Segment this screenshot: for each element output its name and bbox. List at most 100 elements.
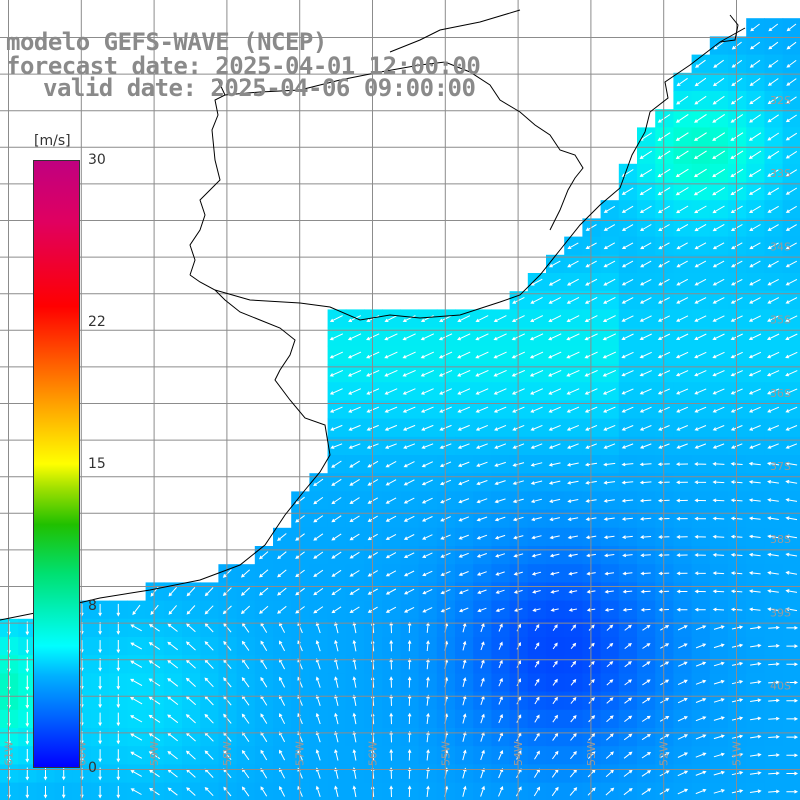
wind-arrow	[258, 551, 269, 560]
wind-arrow	[585, 499, 597, 503]
wind-arrow	[439, 443, 452, 449]
wind-arrow	[548, 296, 562, 304]
wind-arrow	[659, 734, 670, 740]
wind-arrow	[349, 478, 360, 486]
wind-arrow	[587, 787, 596, 796]
wind-arrow	[603, 499, 615, 503]
wind-arrow	[602, 315, 616, 322]
wind-arrow	[731, 625, 744, 630]
wind-arrow	[713, 716, 725, 721]
wind-arrow	[241, 749, 250, 761]
wind-arrow	[749, 278, 761, 286]
wind-arrow	[331, 551, 342, 559]
wind-arrow	[407, 749, 412, 761]
wind-arrow	[748, 571, 761, 575]
wind-arrow	[694, 278, 707, 286]
wind-arrow	[694, 553, 706, 557]
wind-arrow	[694, 297, 707, 304]
wind-arrow	[530, 424, 543, 431]
wind-arrow	[440, 607, 451, 613]
wind-arrow	[621, 205, 634, 213]
wind-arrow	[516, 696, 522, 705]
wind-arrow	[624, 661, 632, 668]
wind-arrow	[748, 187, 762, 195]
wind-arrow	[603, 242, 616, 250]
wind-arrow	[438, 333, 453, 341]
wind-arrow	[606, 715, 614, 723]
wind-arrow	[148, 660, 161, 669]
wind-arrow	[569, 787, 578, 796]
wind-arrow	[315, 676, 321, 688]
wind-arrow	[767, 132, 780, 141]
wind-arrow	[695, 661, 707, 667]
wind-arrow	[516, 660, 521, 668]
wind-arrow	[731, 41, 742, 50]
wind-arrow	[551, 750, 559, 760]
wind-arrow	[586, 571, 596, 576]
wind-arrow	[785, 516, 798, 521]
wind-arrow	[657, 297, 670, 304]
wind-arrow	[349, 551, 360, 559]
wind-arrow	[767, 114, 779, 123]
wind-arrow	[258, 587, 269, 596]
wind-arrow	[750, 662, 762, 666]
wind-arrow	[694, 77, 707, 87]
wind-arrow	[694, 351, 707, 359]
wind-arrow	[403, 552, 415, 558]
wind-arrow	[516, 750, 522, 760]
wind-arrow	[712, 77, 725, 87]
wind-arrow	[586, 589, 596, 594]
wind-arrow	[334, 749, 339, 761]
wind-arrow	[642, 679, 651, 686]
wind-arrow	[476, 516, 488, 522]
wind-arrow	[334, 639, 339, 652]
wind-arrow	[530, 443, 543, 449]
wind-arrow	[676, 223, 689, 232]
wind-arrow	[749, 771, 762, 775]
wind-arrow	[566, 296, 580, 304]
wind-arrow	[116, 603, 121, 617]
wind-arrow	[421, 479, 433, 486]
wind-arrow	[659, 752, 670, 759]
wind-arrow	[352, 694, 357, 706]
wind-arrow	[786, 59, 797, 68]
wind-arrow	[748, 388, 761, 395]
wind-arrow	[605, 787, 615, 796]
wind-arrow	[222, 569, 232, 578]
wind-arrow	[260, 786, 268, 797]
wind-arrow	[240, 569, 251, 578]
wind-arrow	[768, 753, 780, 757]
wind-arrow	[549, 498, 561, 503]
wind-arrow	[712, 607, 725, 612]
argentina-coastline	[0, 274, 331, 621]
wind-arrow	[329, 315, 343, 322]
wind-arrow	[295, 551, 305, 559]
wind-arrow	[694, 406, 707, 413]
wind-arrow	[407, 639, 412, 652]
wind-arrow	[457, 443, 470, 449]
wind-arrow	[389, 658, 394, 670]
wind-arrow	[731, 59, 743, 68]
wind-arrow	[223, 750, 232, 761]
wind-arrow	[458, 552, 469, 558]
wind-arrow	[603, 260, 616, 268]
wind-arrow	[768, 716, 780, 721]
wind-arrow	[530, 278, 543, 286]
wind-arrow	[148, 733, 161, 742]
wind-arrow	[426, 730, 430, 743]
wind-arrow	[584, 388, 598, 395]
wind-arrow	[420, 315, 434, 322]
wind-arrow	[440, 589, 451, 595]
wind-arrow	[534, 660, 540, 668]
wind-arrow	[676, 480, 688, 485]
wind-arrow	[602, 369, 617, 377]
wind-arrow	[498, 677, 503, 687]
wind-arrow	[767, 406, 780, 413]
wind-arrow	[493, 406, 507, 413]
wind-arrow	[730, 242, 743, 250]
wind-arrow	[279, 640, 286, 652]
wind-arrow	[566, 333, 580, 341]
wind-arrow	[785, 425, 798, 431]
wind-arrow	[566, 424, 579, 431]
valid-date: valid date: 2025-04-06 09:00:00	[43, 74, 476, 102]
